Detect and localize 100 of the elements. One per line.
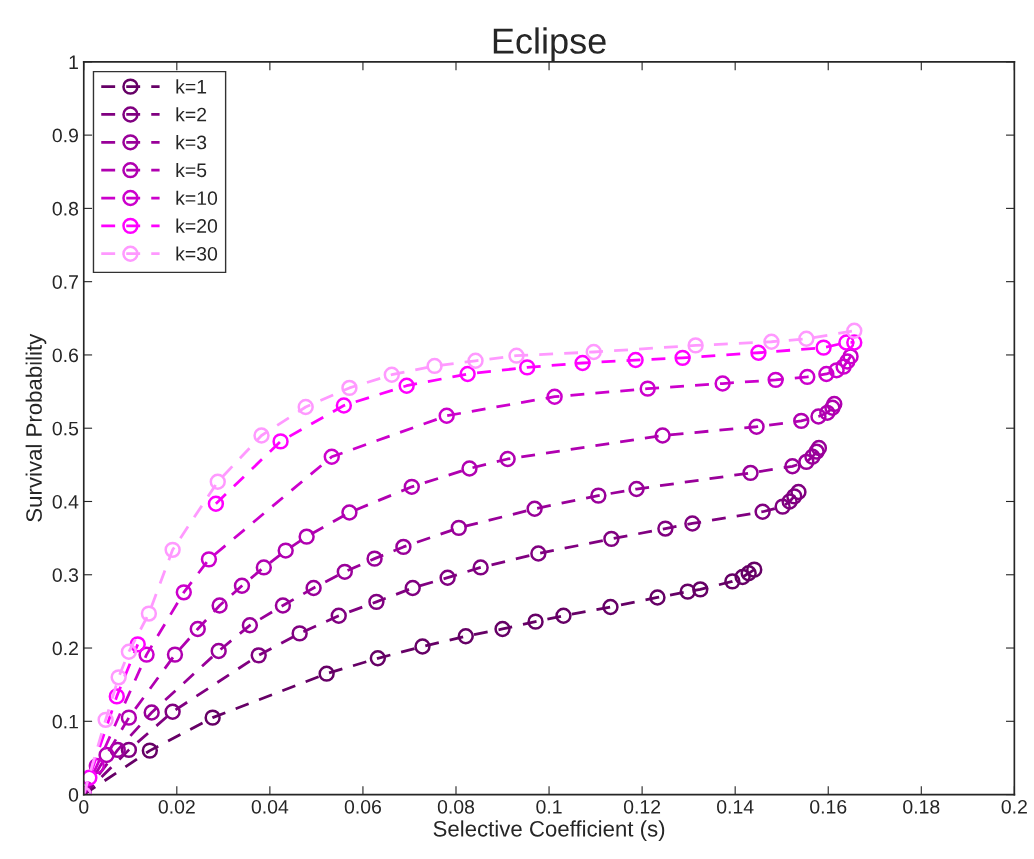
point xyxy=(189,620,206,638)
point xyxy=(790,483,807,501)
point xyxy=(450,519,467,537)
point xyxy=(164,703,181,720)
y-axis-title: Survival Probability xyxy=(25,333,47,522)
point xyxy=(398,377,415,394)
point xyxy=(627,351,644,369)
point xyxy=(826,395,843,413)
point xyxy=(742,464,759,482)
point xyxy=(674,349,691,367)
point xyxy=(692,581,709,598)
point xyxy=(253,427,270,444)
point xyxy=(467,352,484,369)
point xyxy=(323,448,340,465)
point xyxy=(574,354,591,372)
chart-title: Eclipse xyxy=(493,27,606,62)
point xyxy=(750,344,767,361)
point xyxy=(459,365,476,383)
point xyxy=(810,408,827,425)
point xyxy=(274,597,292,614)
point xyxy=(341,504,358,521)
legend-label: k=20 xyxy=(176,218,218,233)
point xyxy=(740,565,757,582)
point xyxy=(277,542,294,559)
point xyxy=(233,577,251,594)
point xyxy=(210,642,227,660)
point xyxy=(143,704,160,721)
point xyxy=(824,399,841,416)
x-tick-label: 0.08 xyxy=(437,799,475,814)
point xyxy=(808,443,825,460)
y-tick-label: 0.2 xyxy=(52,641,78,656)
x-tick-label: 0.1 xyxy=(536,799,562,814)
point xyxy=(639,380,656,397)
point xyxy=(141,742,159,759)
point xyxy=(383,366,400,383)
point xyxy=(819,404,836,422)
point xyxy=(628,480,645,498)
point xyxy=(341,379,358,397)
point xyxy=(241,617,259,634)
point xyxy=(395,538,412,556)
point xyxy=(687,337,704,354)
point xyxy=(754,503,771,520)
point xyxy=(774,498,791,515)
point xyxy=(654,427,671,444)
point xyxy=(839,353,856,370)
x-tick-label: 0.06 xyxy=(344,799,381,814)
point xyxy=(835,358,852,375)
point xyxy=(369,650,387,667)
point xyxy=(804,448,821,465)
point xyxy=(120,709,138,726)
point xyxy=(526,500,543,518)
point xyxy=(403,478,420,496)
point xyxy=(164,541,181,559)
y-tick-label: 0.7 xyxy=(52,275,78,289)
point xyxy=(175,584,192,601)
point xyxy=(120,643,138,660)
y-tick-label: 0 xyxy=(68,788,79,802)
point xyxy=(426,357,443,375)
point xyxy=(368,593,385,611)
x-tick-label: 0 xyxy=(79,799,89,814)
x-tick-label: 0.16 xyxy=(810,799,847,814)
point xyxy=(140,605,158,622)
point xyxy=(518,359,536,376)
y-tick-label: 0.4 xyxy=(52,494,79,509)
point xyxy=(746,561,763,578)
point xyxy=(255,559,273,576)
point xyxy=(335,397,353,414)
point xyxy=(585,343,602,361)
point xyxy=(207,495,225,512)
point xyxy=(555,607,572,624)
x-tick-label: 0.02 xyxy=(158,799,195,814)
legend-label: k=2 xyxy=(176,107,207,122)
x-tick-label: 0.12 xyxy=(623,799,661,814)
point xyxy=(798,453,815,471)
point xyxy=(439,569,456,586)
point xyxy=(250,647,267,664)
point xyxy=(657,520,674,537)
point xyxy=(527,613,544,630)
point xyxy=(305,579,322,597)
point xyxy=(318,665,335,682)
y-tick-label: 0.3 xyxy=(52,568,79,582)
point xyxy=(166,646,184,663)
point xyxy=(602,598,619,616)
y-tick-label: 1 xyxy=(69,55,78,69)
point xyxy=(763,333,780,350)
point xyxy=(734,568,751,586)
point xyxy=(494,620,511,638)
point xyxy=(724,573,741,590)
point xyxy=(438,407,455,424)
point xyxy=(798,330,815,348)
point xyxy=(679,583,696,600)
point xyxy=(786,488,803,505)
legend-label: k=5 xyxy=(176,162,207,178)
legend-label: k=1 xyxy=(176,79,207,94)
point xyxy=(204,709,221,726)
point xyxy=(590,487,607,504)
y-tick-label: 0.5 xyxy=(52,421,79,436)
point xyxy=(546,388,563,405)
point xyxy=(272,433,289,450)
point xyxy=(781,493,798,510)
